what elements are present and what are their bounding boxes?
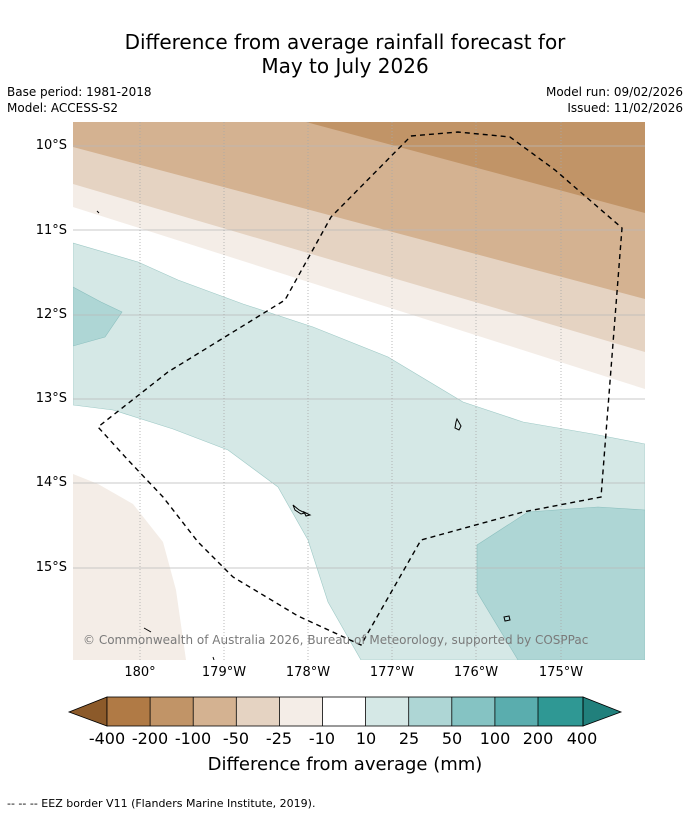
contour-band-minus-10-southwest — [73, 474, 186, 660]
colorbar-label-plus-400: 400 — [566, 729, 598, 748]
contour-band-minus-100 — [306, 122, 645, 213]
colorbar — [67, 696, 623, 727]
colorbar-label-plus-200: 200 — [522, 729, 554, 748]
lat-label-15s: 15°S — [35, 560, 67, 575]
colorbar-dividers — [149, 697, 539, 726]
latitude-gridlines — [73, 145, 645, 569]
lon-label-178w: 178°W — [285, 665, 331, 680]
colorbar-label-minus-400: -400 — [88, 729, 126, 748]
eez-border — [96, 131, 623, 646]
island-wallis — [454, 417, 462, 431]
colorbar-label-plus-100: 100 — [479, 729, 511, 748]
meta-right: Model run: 09/02/2026 Issued: 11/02/2026 — [546, 84, 683, 116]
colorbar-segment-minus-25 — [279, 697, 323, 726]
model-run-text: Model run: 09/02/2026 — [545, 85, 683, 99]
colorbar-segment-minus-400 — [107, 697, 151, 726]
island-tip-bottom — [212, 656, 215, 660]
colorbar-label-minus-10: -10 — [308, 729, 336, 748]
colorbar-segment-plus-100 — [494, 697, 538, 726]
rainfall-map — [73, 122, 645, 660]
island-futuna — [292, 504, 307, 515]
colorbar-extend-low — [67, 696, 108, 727]
colorbar-segment-plus-200 — [538, 697, 583, 726]
lon-label-179w: 179°W — [201, 665, 247, 680]
colorbar-segment-minus-200 — [150, 697, 194, 726]
colorbar-segment-minus-10 — [322, 697, 366, 726]
island-southeast — [503, 615, 511, 622]
title-line-2: May to July 2026 — [261, 54, 429, 78]
base-period-text: Base period: 1981-2018 — [7, 85, 152, 99]
issued-text: Issued: 11/02/2026 — [567, 101, 683, 115]
lat-label-10s: 10°S — [35, 138, 67, 153]
colorbar-segment-plus-50 — [451, 697, 495, 726]
island-tip-south — [143, 627, 152, 633]
island-alofi — [302, 510, 312, 517]
colorbar-outline — [106, 696, 584, 727]
colorbar-label-minus-100: -100 — [174, 729, 212, 748]
lat-label-14s: 14°S — [35, 475, 67, 490]
title-line-1: Difference from average rainfall forecas… — [124, 30, 566, 54]
colorbar-extend-high — [582, 696, 623, 727]
copyright-notice: © Commonwealth of Australia 2026, Bureau… — [83, 633, 589, 647]
colorbar-title: Difference from average (mm) — [207, 754, 483, 775]
colorbar-label-minus-200: -200 — [131, 729, 169, 748]
colorbar-label-minus-50: -50 — [222, 729, 250, 748]
lon-label-175w: 175°W — [538, 665, 584, 680]
colorbar-label-plus-50: 50 — [441, 729, 463, 748]
colorbar-label-plus-10: 10 — [355, 729, 377, 748]
colorbar-label-plus-25: 25 — [398, 729, 420, 748]
lat-label-11s: 11°S — [35, 223, 67, 238]
model-text: Model: ACCESS-S2 — [7, 101, 119, 115]
colorbar-segment-minus-100 — [193, 697, 237, 726]
eez-border-legend-note: -- -- -- EEZ border V11 (Flanders Marine… — [7, 797, 316, 810]
colorbar-segment-minus-50 — [236, 697, 280, 726]
lon-label-180: 180° — [124, 665, 156, 680]
lat-label-12s: 12°S — [35, 307, 67, 322]
contour-band-plus-25-southeast — [476, 506, 645, 660]
meta-left: Base period: 1981-2018 Model: ACCESS-S2 — [7, 84, 152, 116]
lon-label-177w: 177°W — [369, 665, 415, 680]
map-title: Difference from average rainfall forecas… — [0, 30, 690, 78]
colorbar-segment-plus-10 — [365, 697, 409, 726]
lat-label-13s: 13°S — [35, 391, 67, 406]
contour-band-plus-25-west — [73, 286, 123, 347]
island-tip-north — [96, 210, 100, 214]
colorbar-segment-plus-25 — [408, 697, 452, 726]
lon-label-176w: 176°W — [453, 665, 499, 680]
colorbar-label-minus-25: -25 — [265, 729, 293, 748]
